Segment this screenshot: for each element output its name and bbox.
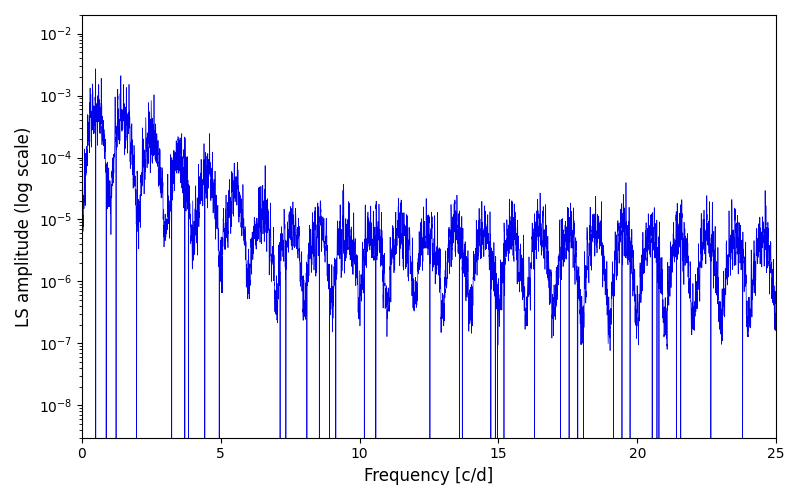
- X-axis label: Frequency [c/d]: Frequency [c/d]: [364, 467, 494, 485]
- Y-axis label: LS amplitude (log scale): LS amplitude (log scale): [15, 126, 33, 326]
